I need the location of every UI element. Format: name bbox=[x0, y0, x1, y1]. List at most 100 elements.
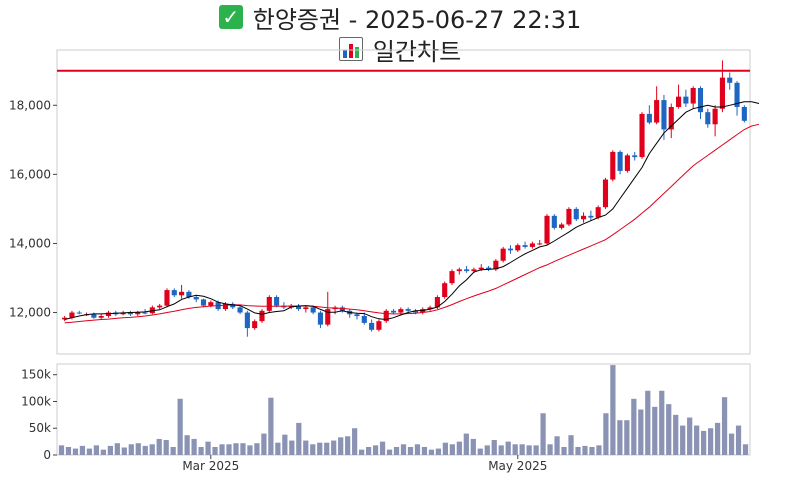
volume-bar bbox=[324, 442, 330, 455]
candlestick-series bbox=[62, 60, 747, 337]
chart-title-text: 한양증권 - 2025-06-27 22:31 bbox=[252, 5, 582, 34]
price-y-tick-label: 12,000 bbox=[9, 306, 51, 320]
candle-body bbox=[230, 303, 236, 308]
volume-bar bbox=[735, 425, 742, 455]
volume-bar bbox=[673, 414, 679, 455]
candle-body bbox=[697, 88, 704, 113]
volume-bar bbox=[694, 425, 700, 455]
candle-body bbox=[442, 283, 448, 297]
ma5-line bbox=[64, 101, 760, 321]
candle-body bbox=[91, 314, 97, 318]
volume-bar bbox=[400, 444, 407, 455]
volume-bar bbox=[184, 435, 190, 455]
volume-bar bbox=[554, 436, 560, 455]
volume-bar bbox=[191, 438, 197, 455]
candle-body bbox=[464, 269, 470, 272]
volume-bar bbox=[254, 443, 260, 455]
candle-body bbox=[500, 248, 506, 261]
volume-bar bbox=[484, 445, 490, 455]
candle-body bbox=[610, 151, 616, 180]
candle-body bbox=[105, 312, 112, 316]
candle-body bbox=[237, 307, 243, 313]
volume-bar bbox=[107, 445, 113, 455]
volume-bar bbox=[680, 425, 686, 455]
volume-bar bbox=[170, 446, 176, 455]
candle-body bbox=[727, 77, 733, 83]
candle-body bbox=[266, 297, 272, 311]
bar-chart-icon bbox=[338, 37, 363, 61]
candle-body bbox=[127, 312, 133, 315]
chart-title: ✓ 한양증권 - 2025-06-27 22:31 bbox=[0, 0, 800, 34]
volume-bar bbox=[707, 428, 714, 455]
volume-bar bbox=[687, 417, 693, 455]
volume-bar bbox=[365, 446, 372, 455]
candle-body bbox=[632, 155, 638, 158]
candle-body bbox=[741, 107, 747, 121]
volume-bar bbox=[100, 449, 106, 455]
volume-bar bbox=[512, 444, 518, 455]
candle-body bbox=[354, 314, 360, 316]
candle-body bbox=[676, 96, 682, 107]
candle-body bbox=[274, 297, 280, 306]
candle-body bbox=[537, 243, 543, 245]
candle-body bbox=[339, 307, 345, 311]
volume-bar bbox=[463, 433, 469, 455]
price-y-tick-label: 18,000 bbox=[9, 98, 51, 112]
volume-bar bbox=[372, 445, 379, 455]
volume-bar bbox=[310, 444, 316, 455]
candle-body bbox=[98, 316, 104, 318]
candle-body bbox=[193, 297, 199, 300]
volume-bar bbox=[519, 444, 525, 455]
candle-body bbox=[595, 207, 601, 218]
candle-body bbox=[493, 260, 499, 270]
volume-bar bbox=[296, 422, 302, 455]
candle-body bbox=[485, 267, 492, 270]
volume-bar bbox=[498, 445, 504, 455]
volume-bar bbox=[449, 444, 455, 455]
volume-bar bbox=[631, 398, 637, 455]
candle-body bbox=[712, 108, 718, 125]
candle-body bbox=[310, 307, 316, 313]
volume-bar bbox=[72, 448, 79, 455]
candle-body bbox=[135, 312, 141, 315]
x-tick-label: Mar 2025 bbox=[182, 459, 239, 473]
volume-bar bbox=[331, 440, 337, 455]
candle-body bbox=[624, 155, 630, 171]
volume-bar bbox=[114, 443, 120, 455]
candle-body bbox=[295, 305, 302, 310]
volume-bar bbox=[226, 444, 232, 455]
candle-body bbox=[515, 245, 521, 251]
volume-bar bbox=[79, 445, 86, 455]
volume-bar bbox=[728, 433, 735, 455]
volume-bar bbox=[610, 365, 616, 455]
candle-body bbox=[719, 77, 725, 109]
candle-body bbox=[390, 310, 397, 313]
candle-body bbox=[588, 215, 594, 218]
candle-body bbox=[683, 96, 689, 104]
candle-body bbox=[361, 316, 367, 323]
check-mark-icon: ✓ bbox=[218, 5, 243, 29]
candle-body bbox=[186, 291, 192, 297]
volume-bar bbox=[414, 444, 421, 455]
candle-body bbox=[478, 267, 484, 270]
volume-bar bbox=[393, 446, 400, 455]
candle-body bbox=[427, 307, 433, 310]
x-tick-label: May 2025 bbox=[488, 459, 547, 473]
volume-bar bbox=[345, 436, 351, 455]
volume-bar bbox=[135, 443, 141, 455]
volume-bar bbox=[317, 442, 323, 455]
volume-bar bbox=[533, 445, 539, 455]
volume-bar bbox=[638, 409, 644, 455]
volume-bar bbox=[121, 447, 127, 455]
volume-bar bbox=[240, 443, 246, 455]
volume-bar bbox=[261, 433, 267, 455]
volume-bar bbox=[93, 445, 100, 455]
candle-body bbox=[602, 179, 609, 208]
volume-bar bbox=[282, 434, 288, 455]
candle-body bbox=[376, 321, 382, 330]
volume-bar bbox=[652, 406, 658, 455]
candle-body bbox=[149, 307, 155, 314]
volume-bar bbox=[289, 440, 295, 455]
volume-bar bbox=[428, 449, 435, 455]
